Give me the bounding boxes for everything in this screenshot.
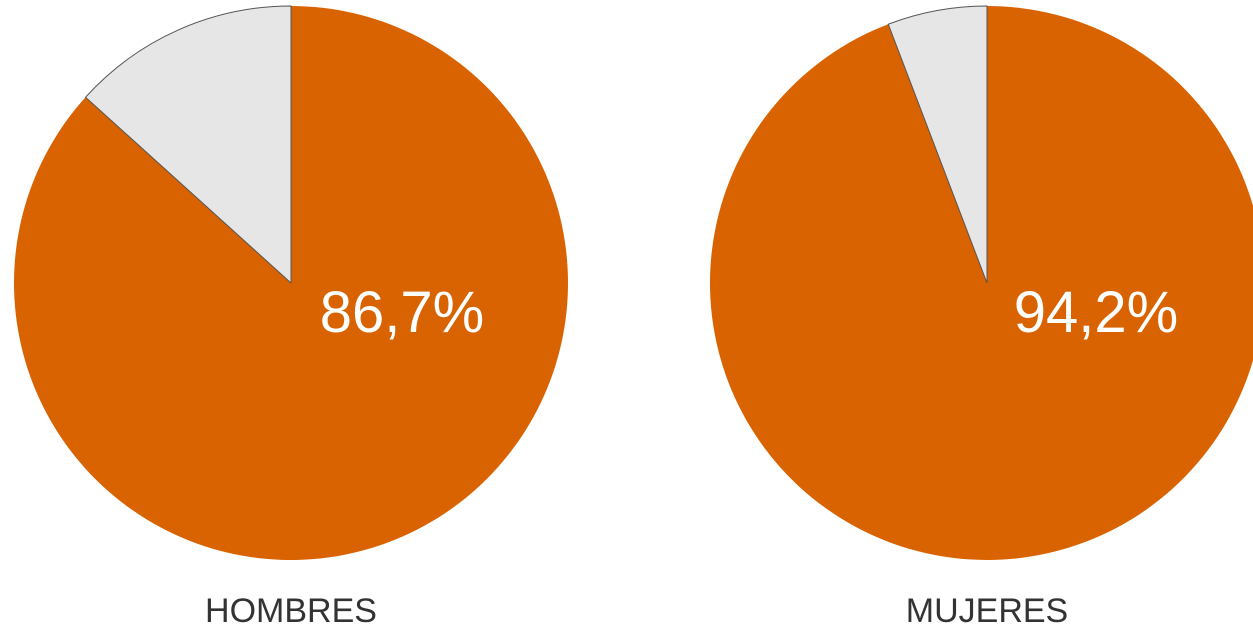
caption-mujeres: MUJERES bbox=[906, 592, 1068, 627]
value-label-hombres: 86,7% bbox=[320, 280, 484, 345]
caption-hombres: HOMBRES bbox=[205, 592, 377, 627]
pie-slice-mujeres-rest bbox=[887, 5, 988, 284]
pie-chart-mujeres: 94,2% MUJERES bbox=[710, 5, 1253, 627]
value-label-mujeres: 94,2% bbox=[1014, 280, 1178, 345]
pie-slice-mujeres-main bbox=[710, 6, 1253, 560]
pie-chart-hombres: 86,7% HOMBRES bbox=[14, 5, 569, 627]
pie-slice-hombres-rest bbox=[84, 5, 292, 285]
